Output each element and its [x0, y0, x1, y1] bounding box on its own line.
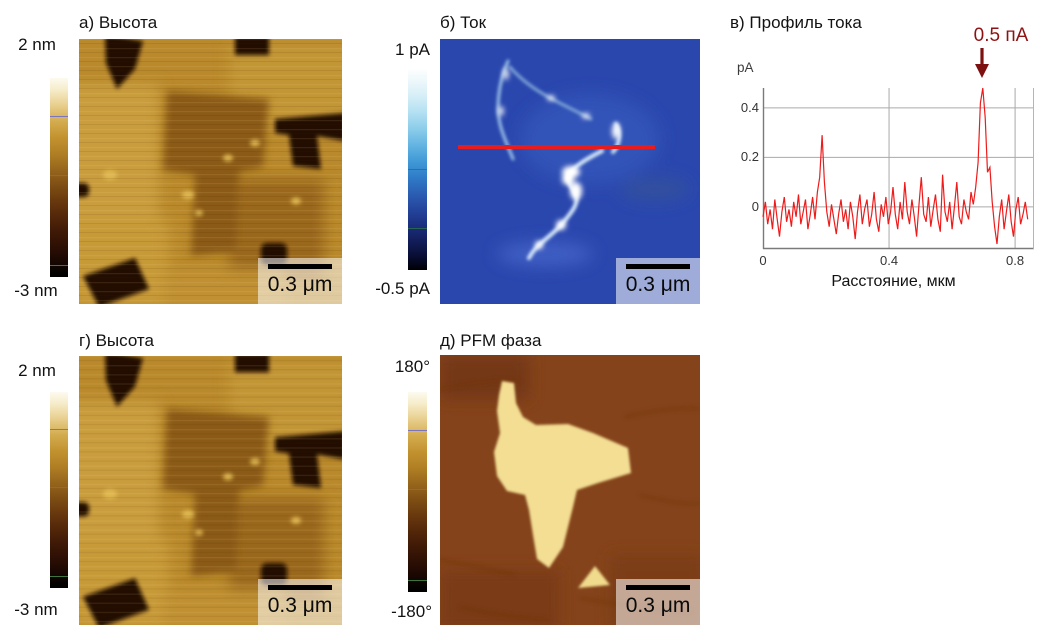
colorbar-g: [50, 392, 68, 588]
x-axis-title: Расстояние, мкм: [831, 273, 956, 290]
afm-height-image-a: 0.3 μm: [79, 39, 342, 304]
current-map-image-b: 0.3 μm: [440, 39, 700, 304]
colorbar-b: [408, 68, 427, 270]
scalebar-b-label: 0.3 μm: [625, 273, 691, 296]
switched-domain-shape: [494, 381, 631, 588]
profile-plot-area: [762, 87, 1034, 250]
colorbar-marker-red: [50, 174, 68, 176]
colorbar-a: [50, 78, 68, 277]
current-bright-spots: [498, 68, 620, 249]
scalebar-d-bar: [626, 585, 690, 590]
scalebar-b: 0.3 μm: [616, 258, 700, 304]
afm-height-image-g: 0.3 μm: [79, 356, 342, 625]
scalebar-a-bar: [268, 264, 332, 269]
scalebar-g-label: 0.3 μm: [267, 594, 333, 617]
current-profile-trace: [762, 87, 1029, 245]
pfm-phase-drawing: [440, 355, 700, 625]
panel-g-title: г) Высота: [79, 331, 154, 350]
colorbar-b-top-label: 1 pA: [395, 40, 430, 59]
colorbar-marker-blue: [50, 429, 68, 431]
x-tick-label: 0: [759, 253, 767, 268]
colorbar-a-bottom-label: -3 nm: [14, 281, 58, 300]
scalebar-a-label: 0.3 μm: [267, 273, 333, 296]
scalebar-a: 0.3 μm: [258, 258, 342, 304]
y-tick-label: 0.4: [740, 99, 759, 115]
y-tick-label: 0.2: [740, 149, 759, 165]
colorbar-marker-green: [408, 227, 427, 229]
colorbar-marker-green: [408, 580, 427, 581]
scalebar-g: 0.3 μm: [258, 579, 342, 625]
x-tick-label: 0.8: [1006, 253, 1025, 268]
scalebar-d-label: 0.3 μm: [625, 594, 691, 617]
scalebar-g-bar: [268, 585, 332, 590]
panel-v-title: в) Профиль тока: [730, 13, 862, 32]
pfm-phase-image-d: 0.3 μm: [440, 355, 700, 625]
current-map-drawing: [440, 39, 700, 304]
colorbar-marker-teal: [408, 169, 427, 170]
x-tick-label: 0.4: [879, 253, 899, 268]
colorbar-d-bottom-label: -180°: [391, 602, 432, 621]
colorbar-marker-blue: [50, 115, 68, 117]
colorbar-marker-red: [50, 487, 68, 489]
scalebar-b-bar: [626, 264, 690, 269]
colorbar-marker-blue: [408, 430, 427, 431]
colorbar-marker-green: [50, 265, 68, 267]
panel-b-title: б) Ток: [440, 13, 487, 32]
colorbar-d-top-label: 180°: [394, 357, 430, 376]
annotation-arrow-down-icon: [975, 48, 989, 78]
scalebar-d: 0.3 μm: [616, 579, 700, 625]
current-haze: [497, 94, 690, 266]
colorbar-d: [408, 392, 427, 592]
y-axis-unit-label: pA: [737, 60, 754, 75]
colorbar-g-top-label: 2 nm: [18, 361, 56, 380]
colorbar-g-bottom-label: -3 nm: [14, 600, 58, 619]
colorbar-b-bottom-label: -0.5 pA: [375, 279, 430, 298]
panel-a-title: а) Высота: [79, 13, 158, 32]
colorbar-marker-red: [408, 489, 427, 490]
current-profile-chart: pA Расстояние, мкм 0 0.2 0.4 0 0.4 0.8: [735, 55, 1037, 300]
profile-cut-line: [458, 145, 655, 149]
colorbar-a-top-label: 2 nm: [18, 35, 56, 54]
y-tick-label: 0: [751, 198, 759, 214]
panel-d-title: д) PFM фаза: [440, 331, 542, 350]
colorbar-marker-green: [50, 576, 68, 578]
peak-annotation: 0.5 пА: [973, 25, 1029, 46]
